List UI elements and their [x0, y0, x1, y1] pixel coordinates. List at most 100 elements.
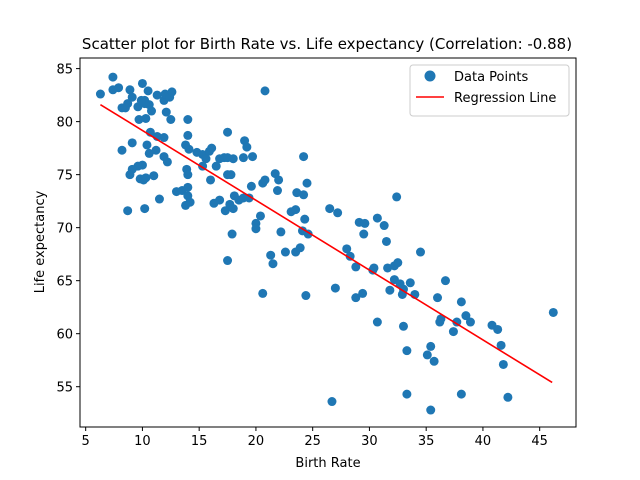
data-point-152	[429, 356, 439, 366]
x-tick-label-15: 15	[191, 434, 208, 449]
data-point-55	[183, 130, 193, 140]
data-point-162	[465, 317, 475, 327]
data-point-160	[456, 297, 466, 307]
data-point-109	[300, 214, 310, 224]
legend-box	[409, 64, 570, 117]
data-point-63	[183, 170, 193, 180]
data-point-114	[258, 288, 268, 298]
data-point-96	[266, 250, 276, 260]
data-point-155	[435, 317, 445, 327]
data-point-106	[295, 243, 305, 253]
data-point-33	[162, 157, 172, 167]
data-point-75	[248, 152, 258, 162]
x-tick-label-40: 40	[475, 434, 492, 449]
data-point-133	[381, 236, 391, 246]
chart-title: Scatter plot for Birth Rate vs. Life exp…	[82, 35, 572, 53]
data-point-166	[498, 359, 508, 369]
data-point-15	[152, 90, 162, 100]
data-point-153	[433, 293, 443, 303]
x-axis-ticks: 5 10 15 20 25 30 35 40 45	[82, 427, 548, 449]
data-point-129	[369, 263, 379, 273]
data-point-42	[125, 170, 135, 180]
data-point-112	[302, 178, 312, 188]
data-point-95	[260, 86, 270, 96]
data-point-115	[301, 291, 311, 301]
data-point-88	[244, 193, 254, 203]
data-point-102	[280, 247, 290, 257]
data-point-104	[291, 205, 301, 215]
data-point-34	[127, 138, 137, 148]
regression-line	[100, 103, 553, 384]
data-point-92	[255, 211, 265, 221]
data-point-43	[123, 206, 133, 216]
data-point-150	[426, 341, 436, 351]
data-point-77	[215, 195, 225, 205]
data-point-80	[228, 204, 238, 214]
regression-line-layer	[100, 103, 553, 384]
data-point-157	[448, 327, 458, 337]
data-point-143	[398, 321, 408, 331]
data-point-149	[422, 350, 432, 360]
legend-entry-data-points: Data Points	[454, 70, 528, 85]
data-point-0	[95, 89, 105, 99]
data-point-44	[140, 204, 150, 214]
data-point-135	[385, 285, 395, 295]
legend-marker-data-points	[424, 70, 436, 82]
data-point-113	[299, 190, 309, 200]
data-point-54	[181, 140, 191, 150]
data-point-59	[201, 154, 211, 164]
data-point-121	[345, 251, 355, 261]
data-point-19	[167, 87, 177, 97]
data-point-167	[503, 392, 513, 402]
data-point-72	[223, 127, 233, 137]
data-point-23	[136, 95, 146, 105]
data-point-138	[392, 192, 402, 202]
data-point-101	[276, 227, 286, 237]
data-point-148	[416, 247, 426, 257]
plot-frame	[79, 57, 577, 428]
data-point-124	[358, 288, 368, 298]
data-point-46	[149, 171, 159, 181]
x-axis-label: Birth Rate	[295, 456, 360, 471]
data-point-89	[246, 181, 256, 191]
data-point-156	[440, 276, 450, 286]
data-point-49	[183, 182, 193, 192]
data-point-70	[228, 154, 238, 164]
data-point-35	[117, 145, 127, 155]
y-tick-label-75: 75	[56, 169, 73, 184]
data-point-117	[333, 208, 343, 218]
data-point-52	[185, 197, 195, 207]
data-point-64	[207, 143, 217, 153]
data-point-134	[383, 263, 393, 273]
data-point-71	[238, 153, 248, 163]
data-point-28	[159, 133, 169, 143]
data-point-145	[402, 389, 412, 399]
data-point-161	[461, 311, 471, 321]
data-point-97	[268, 259, 278, 269]
data-point-25	[141, 113, 151, 123]
data-point-66	[211, 161, 221, 171]
data-point-120	[342, 244, 352, 254]
data-point-21	[166, 115, 176, 124]
data-point-159	[456, 389, 466, 399]
data-point-31	[151, 145, 161, 155]
data-point-1	[108, 72, 118, 82]
data-point-158	[452, 317, 462, 327]
data-point-11	[143, 86, 153, 96]
data-point-24	[134, 115, 144, 124]
x-tick-label-10: 10	[134, 434, 151, 449]
data-point-85	[226, 170, 236, 180]
data-point-20	[161, 107, 171, 117]
data-point-78	[220, 206, 230, 216]
data-point-107	[292, 188, 302, 198]
y-tick-label-80: 80	[56, 116, 73, 131]
data-point-94	[260, 175, 270, 185]
data-point-142	[398, 284, 408, 294]
data-point-87	[223, 256, 233, 266]
data-point-123	[351, 293, 361, 303]
data-point-139	[393, 258, 403, 268]
data-point-56	[183, 115, 193, 124]
x-tick-label-20: 20	[248, 434, 265, 449]
data-point-91	[251, 224, 261, 234]
data-point-13	[147, 106, 157, 116]
